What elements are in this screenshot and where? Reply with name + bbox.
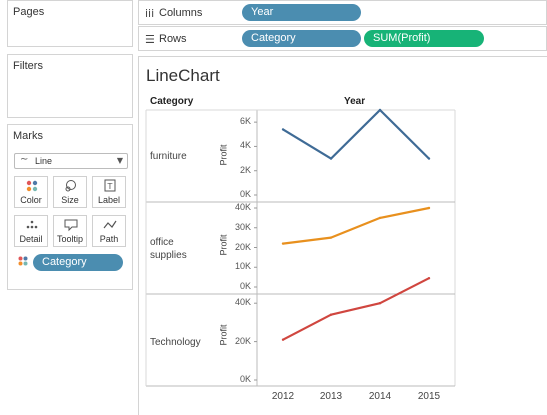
data-point-2-3[interactable] — [427, 277, 431, 280]
size-icon — [65, 180, 76, 192]
size-button[interactable]: Size — [53, 176, 87, 208]
chevron-down-icon: ▼ — [116, 156, 123, 165]
pages-title: Pages — [13, 6, 45, 18]
filters-title: Filters — [13, 60, 43, 72]
category-label-technology-line-1: Technology — [150, 337, 201, 348]
filters-card[interactable]: Filters — [7, 54, 133, 118]
series-line-2[interactable] — [282, 277, 430, 341]
mark-type-dropdown[interactable]: ∼ Line ▼ — [14, 153, 128, 169]
path-icon — [103, 220, 117, 229]
columns-shelf[interactable]: iii Columns Year — [138, 0, 547, 25]
detail-icon — [26, 220, 38, 229]
data-point-2-2[interactable] — [378, 302, 382, 305]
color-field-icon — [18, 256, 28, 266]
y-tick-label-1-2: 20K — [234, 241, 251, 252]
size-button-label: Size — [61, 195, 79, 205]
category-label-furniture: furniture — [150, 150, 187, 163]
color-button-label: Color — [20, 195, 42, 205]
label-icon: T — [104, 179, 116, 192]
category-color-pill[interactable]: Category — [33, 254, 123, 271]
tooltip-icon — [64, 219, 78, 232]
x-tick-label-2: 2014 — [368, 391, 392, 402]
x-tick-label-1: 2013 — [319, 391, 343, 402]
y-tick-label-2-2: 40K — [234, 297, 251, 308]
label-button-label: Label — [97, 195, 121, 205]
data-point-0-3[interactable] — [427, 157, 431, 160]
category-label-furniture-line-1: furniture — [150, 151, 187, 162]
x-tick-label-0: 2012 — [271, 391, 295, 402]
svg-text:T: T — [107, 182, 113, 191]
x-tick-label-3: 2015 — [417, 391, 441, 402]
y-tick-label-0-1: 2K — [239, 164, 251, 175]
rows-icon: ☰ — [145, 33, 155, 46]
rows-shelf[interactable]: ☰ Rows Category SUM(Profit) — [138, 26, 547, 51]
mark-type-value: Line — [35, 156, 53, 166]
data-point-2-1[interactable] — [329, 313, 333, 316]
y-tick-label-0-3: 6K — [239, 116, 251, 127]
y-tick-label-2-0: 0K — [239, 374, 251, 384]
color-icon — [26, 180, 38, 192]
marks-card: Marks ∼ Line ▼ Color Size T Label Detail — [7, 124, 133, 290]
y-tick-label-1-0: 0K — [239, 281, 251, 291]
y-tick-label-0-0: 0K — [239, 189, 251, 199]
data-point-1-2[interactable] — [378, 216, 382, 220]
data-point-0-0[interactable] — [281, 128, 285, 131]
data-point-1-1[interactable] — [329, 236, 333, 239]
y-tick-label-1-3: 30K — [234, 221, 251, 232]
columns-icon: iii — [145, 7, 155, 20]
category-label-office-line-1: office — [150, 237, 174, 248]
y-tick-label-0-2: 4K — [239, 140, 251, 151]
detail-button-label: Detail — [19, 234, 43, 244]
view-title: LineChart — [146, 66, 220, 85]
pages-card[interactable]: Pages — [7, 0, 133, 47]
year-pill[interactable]: Year — [242, 4, 361, 21]
column-header-year: Year — [344, 96, 366, 107]
tooltip-button-label: Tooltip — [56, 234, 83, 244]
sum-profit-pill[interactable]: SUM(Profit) — [364, 30, 484, 47]
line-mark-icon: ∼ — [20, 154, 29, 165]
label-button[interactable]: T Label — [92, 176, 126, 208]
data-point-0-1[interactable] — [329, 157, 333, 160]
columns-label: Columns — [159, 7, 203, 19]
category-pill[interactable]: Category — [242, 30, 361, 47]
category-label-office-supplies: office supplies — [150, 236, 187, 262]
category-label-office-line-2: supplies — [150, 250, 187, 261]
series-line-0[interactable] — [282, 108, 430, 160]
path-button-label: Path — [99, 234, 119, 244]
path-button[interactable]: Path — [92, 215, 126, 247]
category-label-technology: Technology — [150, 336, 201, 349]
rows-label: Rows — [159, 33, 187, 45]
data-point-1-0[interactable] — [281, 242, 285, 245]
marks-title: Marks — [13, 130, 43, 142]
view-area — [138, 56, 547, 415]
series-line-1[interactable] — [282, 206, 430, 245]
data-point-0-2[interactable] — [378, 108, 382, 112]
y-tick-label-2-1: 20K — [234, 335, 251, 346]
color-button[interactable]: Color — [14, 176, 48, 208]
y-tick-label-1-1: 10K — [234, 261, 251, 272]
data-point-1-3[interactable] — [427, 206, 431, 210]
y-tick-label-1-4: 40K — [234, 202, 251, 212]
detail-button[interactable]: Detail — [14, 215, 48, 247]
row-header-category: Category — [150, 96, 194, 107]
tooltip-button[interactable]: Tooltip — [53, 215, 87, 247]
data-point-2-0[interactable] — [281, 338, 285, 341]
